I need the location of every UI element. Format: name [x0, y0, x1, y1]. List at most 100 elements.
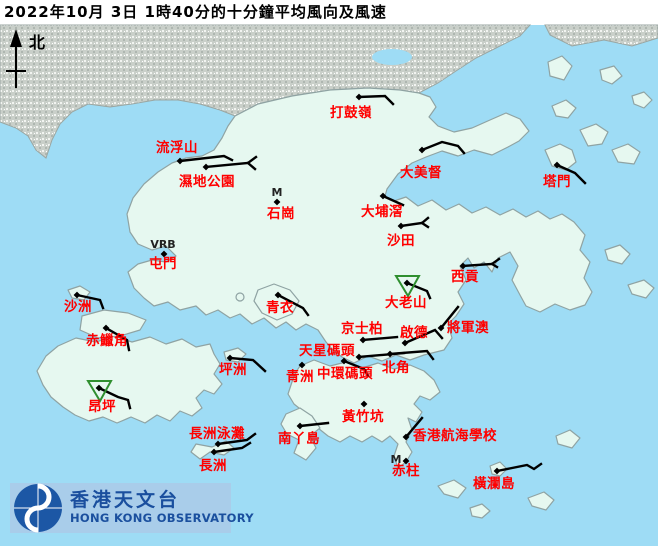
station-wong-chuk-hang: 黃竹坑	[341, 400, 384, 425]
wind-barb	[298, 421, 330, 428]
e-island-3	[627, 279, 655, 299]
station-dot	[401, 339, 409, 347]
station-wetland-park: 濕地公園	[179, 155, 258, 190]
map-title: 2022年10月 3日 1時40分的十分鐘平均風向及風速	[4, 3, 387, 21]
station-label: 長洲泳灘	[189, 425, 245, 442]
station-tai-po-kau: 大埔滘	[361, 192, 405, 220]
se-island-1	[527, 491, 555, 511]
ma-wan-island	[235, 292, 245, 302]
station-dot	[210, 448, 218, 456]
wind-barb	[75, 293, 105, 310]
lantau-island	[36, 335, 223, 424]
station-dot	[403, 279, 411, 287]
logo-chinese-name: 香港天文台	[69, 488, 180, 511]
e-island-1	[611, 143, 641, 165]
station-lamma-island: 南丫島	[278, 421, 330, 447]
wind-barb	[439, 305, 460, 330]
station-flag-m: M	[272, 186, 283, 199]
station-label: 大埔滘	[361, 203, 403, 220]
wind-barb	[276, 293, 310, 317]
station-ta-kwu-ling: 打鼓嶺	[330, 93, 395, 121]
wind-barb	[104, 326, 131, 352]
station-label: 打鼓嶺	[330, 104, 372, 121]
station-tuen-mun: VRB 屯門	[149, 238, 177, 272]
station-label: 青衣	[266, 299, 294, 316]
station-dot	[359, 336, 367, 344]
wind-barb	[388, 349, 435, 361]
station-tsing-yi: 青衣	[266, 291, 310, 317]
wind-barb	[246, 161, 257, 171]
station-label: 沙洲	[64, 299, 92, 315]
station-label: 長洲	[199, 458, 227, 474]
wind-barb	[357, 94, 395, 106]
triangle-marker	[394, 275, 421, 299]
wind-barb	[361, 335, 399, 342]
ne-island-4	[599, 65, 623, 85]
wind-barb	[403, 328, 444, 345]
station-dot	[360, 400, 368, 408]
ne-island-2	[551, 99, 577, 119]
station-dot	[160, 250, 168, 258]
wind-barb	[228, 356, 267, 373]
station-label: 橫瀾島	[473, 475, 515, 492]
station-label: 沙田	[387, 233, 415, 249]
triangle-marker	[86, 380, 113, 404]
station-dot	[296, 422, 304, 430]
station-tates-cairn: 大老山	[385, 275, 432, 311]
station-sha-tin: 沙田	[387, 216, 430, 249]
station-label: 赤柱	[392, 462, 420, 479]
wind-barb	[212, 441, 252, 454]
station-label: 濕地公園	[179, 173, 235, 190]
station-peng-chau: 坪洲	[219, 354, 267, 378]
station-label: 坪洲	[219, 362, 247, 378]
station-dot	[437, 324, 445, 332]
station-label: 將軍澳	[447, 319, 489, 336]
station-north-point: 北角	[382, 349, 435, 376]
north-label: 北	[29, 33, 45, 52]
station-label: 京士柏	[341, 320, 383, 337]
wind-barb	[216, 432, 257, 446]
tap-mun-island	[544, 143, 577, 171]
ne-island-1	[579, 123, 609, 147]
station-central-pier: 中環碼頭	[317, 357, 373, 382]
north-arrow: 北	[6, 29, 45, 88]
station-label: 塔門	[543, 173, 571, 190]
ne-island-5	[631, 91, 653, 109]
station-cheung-chau-beach: 長洲泳灘	[189, 425, 257, 448]
station-shek-kong: M 石崗	[266, 186, 295, 222]
wind-barb	[495, 462, 543, 473]
reservoir	[372, 49, 412, 65]
tsing-yi-island	[253, 283, 300, 321]
logo-english-name: HONG KONG OBSERVATORY	[70, 511, 254, 525]
station-lau-fau-shan: 流浮山	[156, 139, 234, 165]
station-dot	[273, 198, 281, 206]
station-sha-chau: 沙洲	[64, 291, 105, 315]
coastal-urban-patch	[544, 24, 658, 47]
wind-barb	[490, 262, 499, 269]
ne-island-3	[547, 55, 573, 81]
station-label: 香港航海學校	[412, 427, 497, 444]
station-flag-m: M	[391, 453, 402, 466]
station-label: 流浮山	[156, 139, 198, 156]
se-island-4	[469, 503, 491, 519]
station-flag-vrb: VRB	[150, 238, 175, 251]
se-island-2	[555, 429, 581, 449]
station-dot	[298, 361, 306, 369]
station-sea-school: 香港航海學校	[402, 416, 497, 444]
e-island-2	[604, 244, 631, 265]
wind-barb	[381, 194, 405, 207]
station-label: 天星碼頭	[299, 343, 355, 359]
station-label: 大美督	[400, 164, 442, 181]
station-dot	[355, 93, 363, 101]
station-sai-kung: 西貢	[451, 257, 501, 285]
station-label: 北角	[382, 359, 410, 376]
wind-barb	[420, 221, 430, 229]
se-island-3	[437, 479, 467, 499]
station-dot	[386, 350, 394, 358]
wind-barb	[555, 163, 587, 185]
station-label: 大老山	[385, 294, 427, 311]
lamma-island-shape	[280, 407, 321, 461]
station-label: 石崗	[266, 205, 295, 222]
